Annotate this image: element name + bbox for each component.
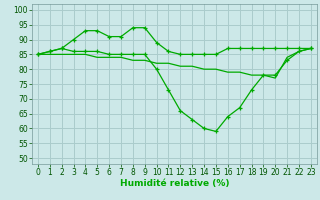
X-axis label: Humidité relative (%): Humidité relative (%)	[120, 179, 229, 188]
